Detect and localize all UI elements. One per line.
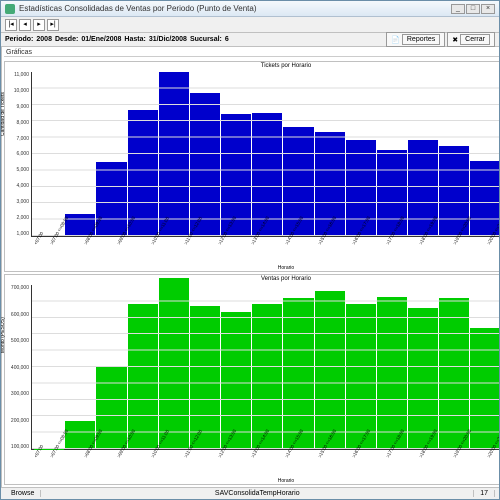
status-bar: Browse SAVConsolidaTempHorario 17 bbox=[1, 487, 499, 499]
bar bbox=[346, 304, 376, 449]
bar bbox=[159, 278, 189, 449]
desde-label: Desde: bbox=[55, 36, 78, 43]
bar bbox=[283, 298, 313, 449]
bar bbox=[470, 328, 499, 449]
chart2-plot bbox=[31, 285, 499, 450]
status-count: 17 bbox=[474, 490, 495, 497]
titlebar: Estadísticas Consolidadas de Ventas por … bbox=[1, 1, 499, 17]
reportes-button[interactable]: 📄Reportes bbox=[386, 32, 445, 47]
chart1-plot bbox=[31, 72, 499, 237]
chart2-title: Ventas por Horario bbox=[5, 275, 499, 283]
bar bbox=[159, 72, 189, 236]
period-bar: Periodo: 2008 Desde: 01/Ene/2008 Hasta: … bbox=[1, 33, 499, 47]
bar bbox=[128, 304, 158, 449]
chart1-xaxis: <07:00>07:00 <=08:00>08:00 <=09:00>09:00… bbox=[5, 239, 499, 263]
minimize-button[interactable]: _ bbox=[451, 4, 465, 14]
maximize-button[interactable]: □ bbox=[466, 4, 480, 14]
chart2-ylabel: Monto (PESOS) bbox=[1, 317, 6, 353]
tickets-chart: Tickets por Horario Cantidad de Tickets … bbox=[4, 61, 499, 272]
chart2-xaxis: <07:00>07:00 <=08:00>08:00 <=09:00>09:00… bbox=[5, 452, 499, 476]
nav-prev-button[interactable]: ◂ bbox=[19, 19, 31, 31]
charts-panel: Gráficas Tickets por Horario Cantidad de… bbox=[2, 47, 499, 487]
nav-toolbar: |◂ ◂ ▸ ▸| bbox=[1, 17, 499, 33]
periodo-value: 2008 bbox=[36, 36, 52, 43]
status-browse: Browse bbox=[5, 490, 41, 497]
status-file: SAVConsolidaTempHorario bbox=[41, 490, 474, 497]
app-icon bbox=[5, 4, 15, 14]
nav-next-button[interactable]: ▸ bbox=[33, 19, 45, 31]
bar bbox=[190, 93, 220, 236]
bar bbox=[377, 297, 407, 449]
bar bbox=[315, 291, 345, 449]
hasta-label: Hasta: bbox=[124, 36, 145, 43]
ventas-chart: Ventas por Horario Monto (PESOS) 700,000… bbox=[4, 274, 499, 485]
app-window: Estadísticas Consolidadas de Ventas por … bbox=[0, 0, 500, 500]
chart1-ylabel: Cantidad de Tickets bbox=[1, 92, 6, 136]
charts-label: Gráficas bbox=[4, 49, 499, 57]
sucursal-label: Sucursal: bbox=[190, 36, 222, 43]
chart1-xlabel: Horario bbox=[5, 263, 499, 271]
nav-last-button[interactable]: ▸| bbox=[47, 19, 59, 31]
bar bbox=[190, 306, 220, 449]
window-controls: _ □ × bbox=[451, 4, 495, 14]
close-button[interactable]: × bbox=[481, 4, 495, 14]
main-area: HorarioTickets/Hr.% Tick.Ventas/Hr.% Vta… bbox=[1, 47, 499, 487]
hasta-value: 31/Dic/2008 bbox=[149, 36, 187, 43]
nav-first-button[interactable]: |◂ bbox=[5, 19, 17, 31]
sucursal-value: 6 bbox=[225, 36, 229, 43]
periodo-label: Periodo: bbox=[5, 36, 33, 43]
bar bbox=[439, 298, 469, 449]
chart2-xlabel: Horario bbox=[5, 476, 499, 484]
bar bbox=[252, 304, 282, 449]
chart1-yaxis: 11,00010,0009,0008,0007,0006,0005,0004,0… bbox=[7, 72, 31, 237]
chart2-yaxis: 700,000600,000500,000400,000300,000200,0… bbox=[7, 285, 31, 450]
desde-value: 01/Ene/2008 bbox=[81, 36, 121, 43]
bar bbox=[221, 312, 251, 449]
cerrar-button[interactable]: ✖Cerrar bbox=[447, 32, 495, 47]
window-title: Estadísticas Consolidadas de Ventas por … bbox=[19, 4, 256, 13]
chart1-title: Tickets por Horario bbox=[5, 62, 499, 70]
